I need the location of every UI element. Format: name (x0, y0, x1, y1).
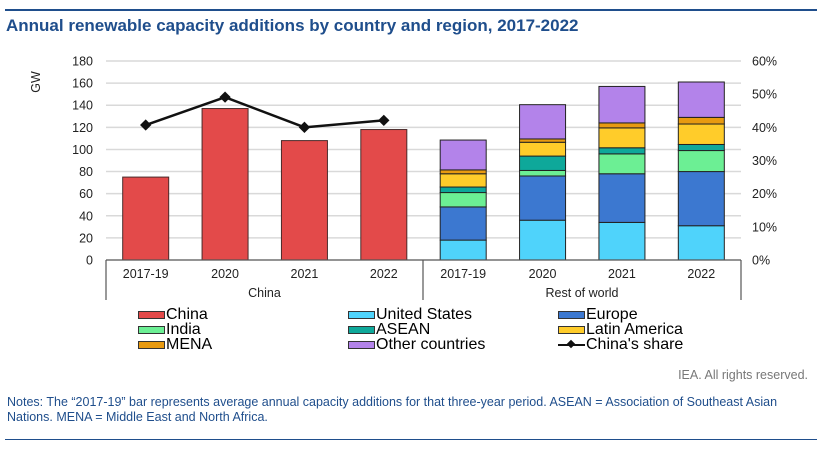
bar-segment-europe-2020 (519, 175, 567, 221)
bar-segment-united-states-2022 (677, 225, 725, 261)
bar-segment-united-states-2020 (519, 219, 567, 261)
legend-item-europe: Europe (558, 305, 638, 323)
bar-segment-india-2020 (519, 169, 567, 177)
x-tick-label: 2017-19 (440, 267, 486, 281)
bar-segment-india-2021 (598, 153, 646, 175)
y-tick-label: 0 (86, 254, 93, 268)
china-share-marker (219, 91, 231, 103)
legend-line-marker-icon (558, 340, 585, 350)
y-tick-label: 120 (72, 121, 93, 135)
legend-label: MENA (166, 335, 213, 353)
legend-label: China (166, 305, 208, 323)
bar-segment-latin-america-2022 (677, 123, 725, 145)
y-tick-label: 160 (72, 77, 93, 91)
legend-item-other-countries: Other countries (348, 335, 486, 353)
bar-segment-asean-2017-19 (439, 186, 487, 194)
chart-notes: Notes: The “2017-19” bar represents aver… (7, 395, 778, 424)
y-tick-label: 100 (72, 143, 93, 157)
bar-segment-europe-2022 (677, 171, 725, 227)
bar-segment-asean-2022 (677, 143, 725, 152)
x-tick-label: 2021 (291, 267, 319, 281)
bar-segment-other-countries-2021 (598, 85, 646, 124)
y2-tick-label: 10% (752, 220, 777, 234)
legend-item-mena: MENA (138, 335, 213, 353)
bar-segment-latin-america-2017-19 (439, 173, 487, 188)
legend-label: United States (376, 305, 473, 323)
y-axis-label: GW (29, 71, 43, 93)
y2-tick-label: 50% (752, 88, 777, 102)
y2-tick-label: 60% (752, 55, 777, 69)
bar-segment-other-countries-2017-19 (439, 139, 487, 171)
bottom-rule (5, 439, 817, 440)
legend-label: Europe (586, 305, 638, 323)
legend-label: Latin America (586, 320, 683, 338)
legend-swatch-icon (348, 310, 375, 319)
bar-segment-latin-america-2021 (598, 127, 646, 149)
bar-segment-united-states-2017-19 (439, 239, 487, 261)
bar-segment-mena-2017-19 (439, 169, 487, 175)
chart-area: 0 20 40 60 80 100 120 140 160 180 0% 10% 20% 30% 40% 50… (29, 55, 777, 300)
y2-tick-label: 0% (752, 254, 770, 268)
x-tick-label: 2022 (687, 267, 715, 281)
bar-segment-united-states-2021 (598, 221, 646, 261)
y-tick-label: 20 (79, 231, 93, 245)
bar-segment-india-2017-19 (439, 192, 487, 208)
bar-segment-latin-america-2020 (519, 141, 567, 157)
x-tick-label: 2021 (608, 267, 636, 281)
x-tick-label: 2017-19 (123, 267, 169, 281)
legend-swatch-icon (138, 325, 165, 334)
legend-item-latin-america: Latin America (558, 320, 683, 338)
legend-label: India (166, 320, 201, 338)
bar-china-2021 (280, 140, 328, 261)
bar-china-2017-19 (122, 176, 170, 261)
chart-title: Annual renewable capacity additions by c… (6, 16, 579, 35)
y-tick-label: 180 (72, 55, 93, 69)
x-tick-label: 2020 (211, 267, 239, 281)
top-rule (5, 9, 817, 11)
bar-segment-mena-2021 (598, 122, 646, 129)
china-share-marker (378, 114, 390, 127)
legend-item-china-s-share: China's share (558, 335, 684, 353)
legend-item-india: India (138, 320, 201, 338)
china-share-line (145, 95, 384, 129)
legend-item-china: China (138, 305, 208, 323)
legend-label: Other countries (376, 335, 486, 353)
china-share-marker (298, 121, 311, 133)
bar-segment-asean-2020 (519, 155, 567, 171)
y-tick-label: 80 (79, 165, 93, 179)
x-tick-label: 2022 (370, 267, 398, 281)
y2-tick-label: 20% (752, 187, 777, 201)
china-share-marker (140, 119, 152, 131)
bar-segment-india-2022 (677, 150, 725, 173)
bar-segment-europe-2021 (598, 173, 646, 223)
group-label-rest-of-world: Rest of world (546, 286, 619, 300)
bar-china-2020 (201, 108, 249, 261)
y-tick-label: 60 (79, 187, 93, 201)
legend-swatch-icon (348, 325, 375, 334)
y2-tick-label: 30% (752, 154, 777, 168)
x-tick-label: 2020 (529, 267, 557, 281)
legend-swatch-icon (348, 340, 375, 349)
y2-tick-label: 40% (752, 121, 777, 135)
legend-label: ASEAN (376, 320, 431, 338)
bar-segment-other-countries-2020 (519, 104, 567, 140)
copyright-notice: IEA. All rights reserved. (678, 368, 808, 382)
legend-item-asean: ASEAN (348, 320, 431, 338)
legend-swatch-icon (138, 340, 165, 349)
y-tick-label: 140 (72, 99, 93, 113)
legend-swatch-icon (138, 310, 165, 319)
legend-label: China's share (586, 335, 684, 353)
bar-segment-mena-2022 (677, 116, 725, 125)
bar-segment-asean-2021 (598, 147, 646, 155)
bar-segment-other-countries-2022 (677, 81, 725, 118)
group-label-china: China (248, 286, 281, 300)
legend-swatch-icon (558, 310, 585, 319)
bar-china-2022 (360, 129, 408, 261)
legend-swatch-icon (558, 325, 585, 334)
y-tick-label: 40 (79, 209, 93, 223)
legend-item-united-states: United States (348, 305, 473, 323)
bar-segment-europe-2017-19 (439, 206, 487, 241)
